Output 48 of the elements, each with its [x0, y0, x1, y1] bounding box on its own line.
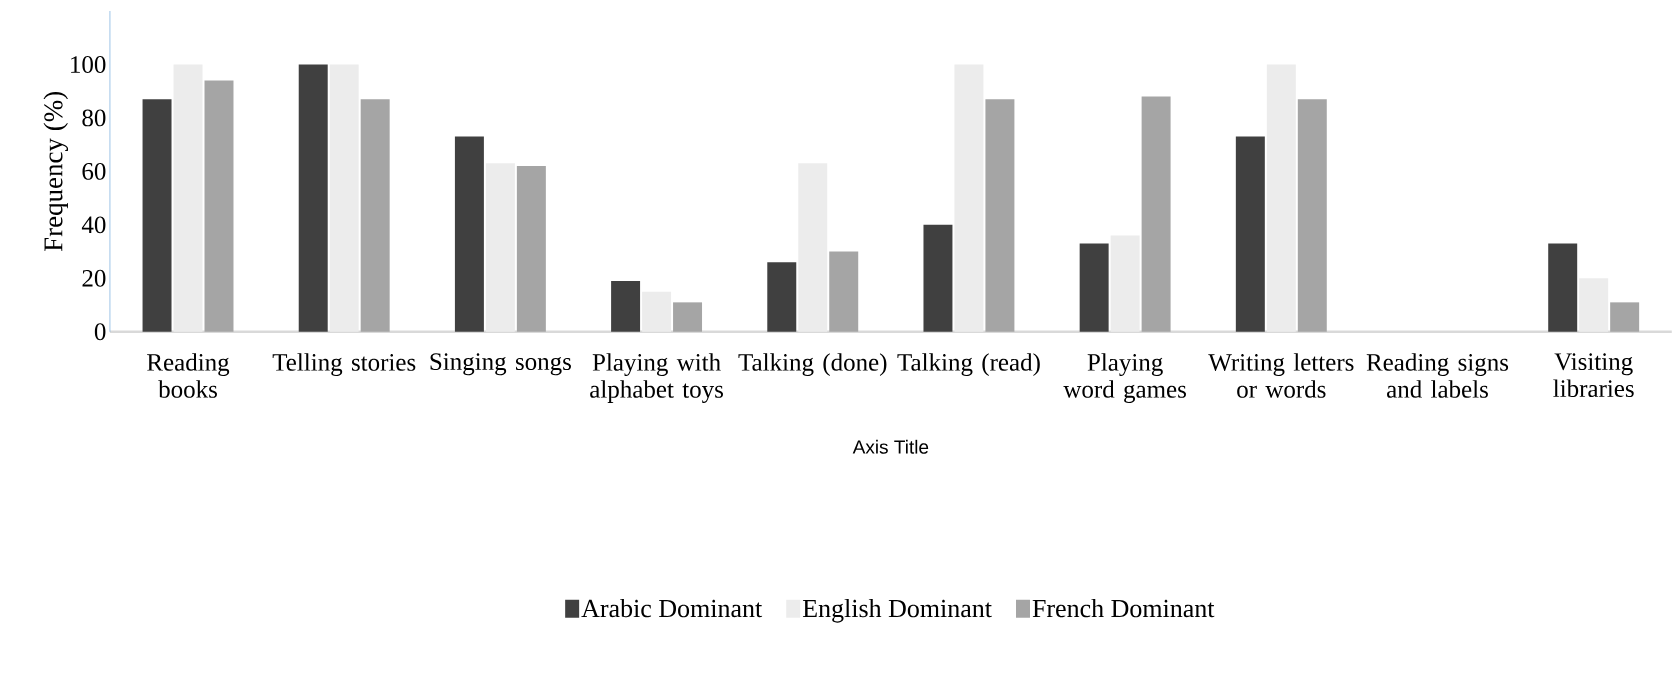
bar: [829, 251, 859, 333]
y-tick-label: 60: [82, 163, 106, 181]
bar: [454, 136, 484, 333]
bar: [360, 99, 390, 333]
x-tick-label: Reading books: [147, 353, 230, 399]
y-tick-label: 0: [94, 323, 106, 341]
bar: [298, 64, 328, 333]
bar: [1079, 243, 1109, 333]
bar: [642, 291, 672, 333]
bar: [985, 99, 1015, 333]
x-tick-label: Talking (read): [897, 353, 1040, 377]
x-tick-label: Visiting libraries: [1553, 353, 1634, 398]
bar: [673, 302, 703, 333]
bar: [1266, 64, 1296, 333]
bar: [1110, 235, 1140, 333]
x-axis-title: Axis Title: [852, 440, 929, 455]
bar: [1610, 302, 1640, 333]
bar: [173, 64, 203, 333]
bar: [767, 262, 797, 333]
bar: [1235, 136, 1265, 333]
bar: [1297, 99, 1327, 333]
bar: [798, 163, 828, 333]
legend-label: Arabic Dominant: [581, 599, 763, 618]
y-tick-label: 20: [82, 270, 106, 287]
x-tick-label: Telling stories: [272, 353, 416, 377]
x-tick-label: Singing songs: [430, 353, 571, 376]
bar: [1579, 278, 1609, 333]
x-tick-label: Playing word games: [1063, 353, 1186, 404]
bar: [142, 99, 172, 333]
y-tick-label: 40: [81, 216, 106, 234]
legend-label: English Dominant: [802, 599, 992, 623]
bar: [1141, 96, 1171, 333]
y-axis-title: Frequency (%): [43, 92, 69, 252]
bar: [611, 281, 641, 333]
bar: [923, 225, 953, 333]
bar: [204, 80, 234, 333]
bar: [954, 64, 984, 333]
x-tick-label: Playing with alphabet toys: [590, 353, 723, 404]
x-tick-label: Reading signs and labels: [1366, 353, 1509, 399]
x-tick-label: Talking (done): [738, 353, 887, 377]
y-tick-label: 80: [82, 109, 106, 127]
x-tick-label: Writing letters or words: [1208, 353, 1354, 399]
bar: [1548, 243, 1578, 333]
y-tick-label: 100: [71, 56, 106, 74]
bar: [485, 163, 515, 333]
legend-label: French Dominant: [1032, 599, 1215, 618]
bar: [516, 166, 546, 333]
bar: [329, 64, 359, 333]
